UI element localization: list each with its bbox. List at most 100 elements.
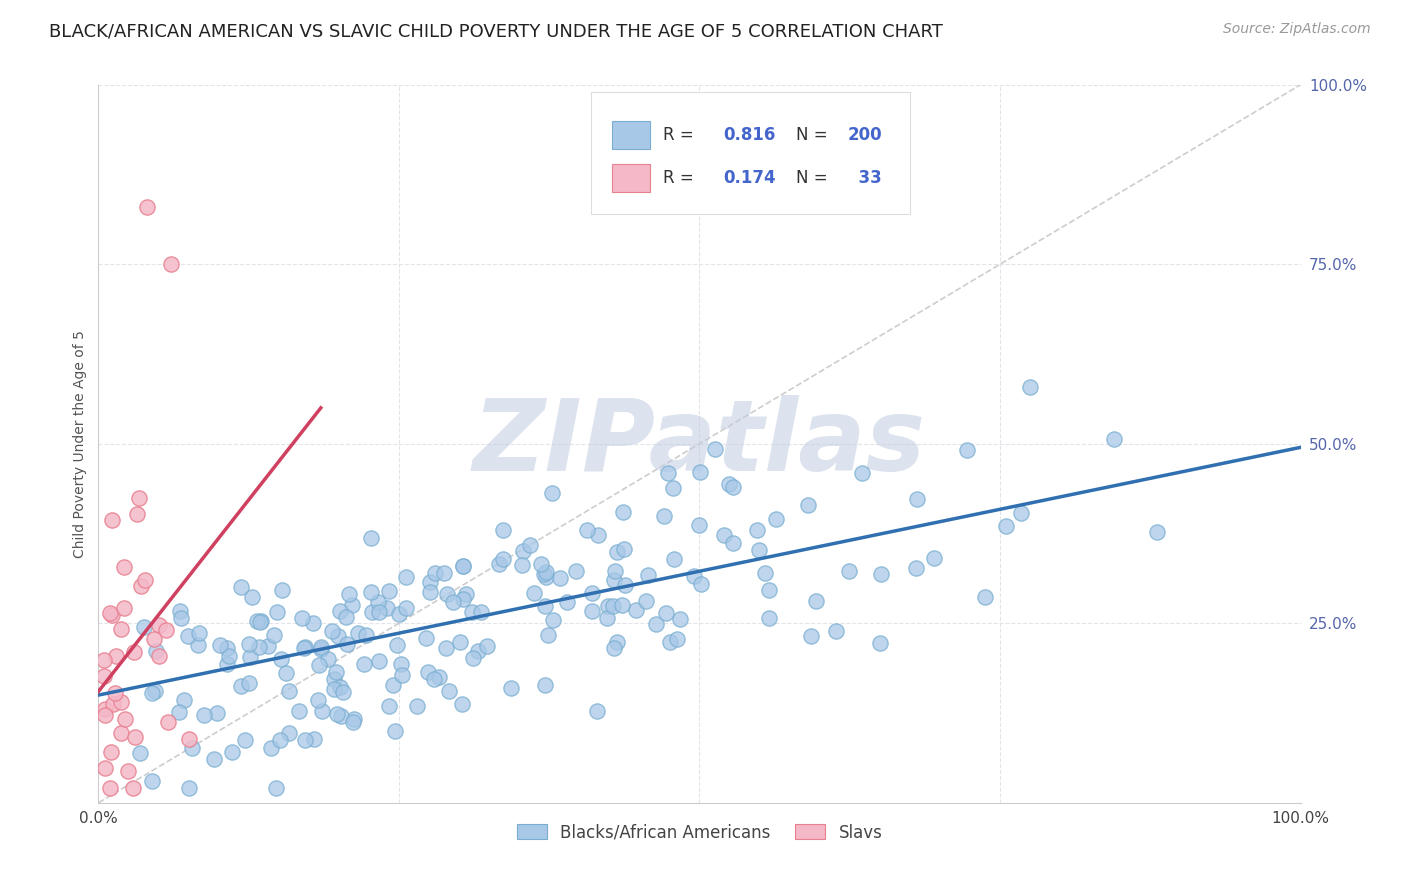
Point [110,622,132,636]
Point [534,678,557,692]
Point [689,465,711,479]
Text: 0.174: 0.174 [724,169,776,187]
Point [501,681,523,696]
Point [704,442,727,457]
Point [114,712,136,726]
Point [510,558,533,572]
Point [922,551,945,566]
Text: 0.816: 0.816 [724,126,776,144]
Point [98,781,121,796]
Point [238,637,260,651]
Point [134,574,156,588]
Point [156,714,179,729]
Point [425,566,447,581]
Point [523,586,546,600]
Point [169,604,191,618]
Point [316,652,339,666]
FancyBboxPatch shape [612,164,650,192]
Point [215,640,238,655]
Point [173,693,195,707]
Point [652,508,675,523]
Point [309,642,332,657]
Point [301,615,323,630]
Point [434,641,457,656]
Point [117,764,139,779]
Point [367,654,389,668]
Point [533,567,555,582]
Point [565,565,588,579]
Point [122,781,145,796]
Point [238,675,260,690]
Point [460,605,482,619]
Point [342,712,364,726]
Point [176,629,198,643]
Point [603,565,626,579]
Point [436,587,458,601]
Point [209,638,232,652]
Point [721,480,744,494]
Point [492,552,515,566]
Point [454,587,477,601]
Point [330,708,353,723]
Point [453,591,475,606]
Text: 33: 33 [848,169,882,187]
Point [548,570,571,584]
Point [307,693,329,707]
Point [825,624,848,639]
Point [263,628,285,642]
Point [159,257,181,271]
Text: BLACK/AFRICAN AMERICAN VS SLAVIC CHILD POVERTY UNDER THE AGE OF 5 CORRELATION CH: BLACK/AFRICAN AMERICAN VS SLAVIC CHILD P… [49,22,943,40]
Point [155,624,177,638]
Point [274,666,297,681]
Point [328,629,350,643]
Point [581,586,603,600]
Point [869,566,891,581]
Point [470,606,492,620]
Point [347,626,370,640]
Point [797,498,820,512]
Point [239,650,262,665]
Point [321,624,343,639]
Point [291,611,314,625]
Point [378,699,401,714]
Point [385,638,408,652]
Point [395,601,418,615]
Point [342,714,364,729]
Point [141,774,163,789]
Text: ZIPatlas: ZIPatlas [472,395,927,492]
Point [581,604,603,618]
Point [221,746,243,760]
Point [389,657,412,671]
Point [851,466,873,480]
Point [869,636,891,650]
Point [249,615,271,629]
Point [101,608,124,623]
Point [467,644,489,658]
Point [463,651,485,665]
Point [93,669,115,683]
Point [100,512,122,526]
Point [308,657,330,672]
Point [533,599,555,613]
Point [492,523,515,537]
Point [800,629,823,643]
Point [104,649,127,664]
Point [606,545,628,559]
Point [477,639,499,653]
Point [905,560,928,574]
Point [311,705,333,719]
Point [634,594,657,608]
Point [249,614,271,628]
Point [718,476,741,491]
Point [612,599,634,613]
Text: R =: R = [664,169,699,187]
Point [973,590,995,604]
Text: N =: N = [796,126,832,144]
Point [388,607,411,621]
Point [104,686,127,700]
Point [721,536,744,550]
Point [669,612,692,626]
Point [530,557,553,571]
Point [323,681,346,696]
Point [193,708,215,723]
